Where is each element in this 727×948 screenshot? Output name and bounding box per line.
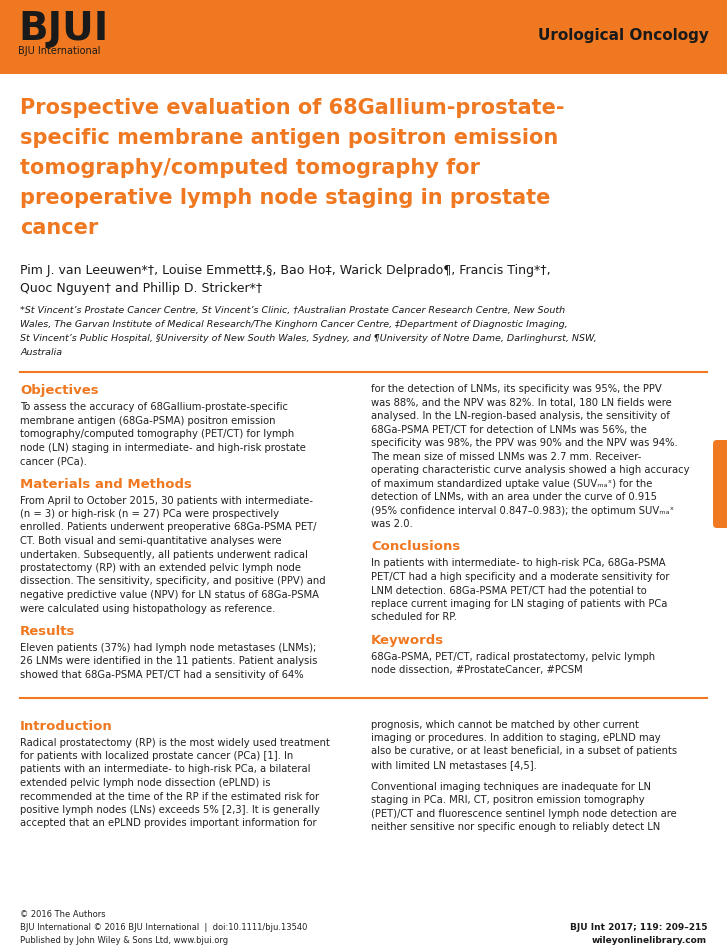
Text: From April to October 2015, 30 patients with intermediate-: From April to October 2015, 30 patients … (20, 496, 313, 505)
Bar (0, 0, 727, 62)
Text: also be curative, or at least beneficial, in a subset of patients: also be curative, or at least beneficial… (371, 746, 677, 757)
Text: © 2016 The Authors: © 2016 The Authors (20, 910, 105, 919)
Text: replace current imaging for LN staging of patients with PCa: replace current imaging for LN staging o… (371, 599, 667, 609)
Text: prognosis, which cannot be matched by other current: prognosis, which cannot be matched by ot… (371, 720, 639, 730)
Text: Prospective evaluation of 68Gallium-prostate-: Prospective evaluation of 68Gallium-pros… (20, 98, 564, 118)
FancyBboxPatch shape (0, 0, 727, 74)
Text: The mean size of missed LNMs was 2.7 mm. Receiver-: The mean size of missed LNMs was 2.7 mm.… (371, 451, 641, 462)
Text: specific membrane antigen positron emission: specific membrane antigen positron emiss… (20, 128, 558, 148)
Text: recommended at the time of the RP if the estimated risk for: recommended at the time of the RP if the… (20, 792, 319, 801)
Text: Results: Results (20, 625, 76, 638)
Text: scheduled for RP.: scheduled for RP. (371, 612, 457, 623)
Text: Australia: Australia (20, 348, 62, 357)
Text: Conventional imaging techniques are inadequate for LN: Conventional imaging techniques are inad… (371, 781, 651, 792)
Text: prostatectomy (RP) with an extended pelvic lymph node: prostatectomy (RP) with an extended pelv… (20, 563, 301, 573)
Text: *St Vincent’s Prostate Cancer Centre, St Vincent’s Clinic, †Australian Prostate : *St Vincent’s Prostate Cancer Centre, St… (20, 306, 565, 315)
Text: were calculated using histopathology as reference.: were calculated using histopathology as … (20, 604, 276, 613)
Text: Materials and Methods: Materials and Methods (20, 478, 192, 490)
Text: Pim J. van Leeuwen*†, Louise Emmett‡,§, Bao Ho‡, Warick Delprado¶, Francis Ting*: Pim J. van Leeuwen*†, Louise Emmett‡,§, … (20, 264, 550, 277)
Text: (95% confidence interval 0.847–0.983); the optimum SUVₘₐˣ: (95% confidence interval 0.847–0.983); t… (371, 505, 674, 516)
Text: neither sensitive nor specific enough to reliably detect LN: neither sensitive nor specific enough to… (371, 822, 660, 832)
Text: negative predictive value (NPV) for LN status of 68Ga-PSMA: negative predictive value (NPV) for LN s… (20, 590, 319, 600)
Text: BJU International © 2016 BJU International  |  doi:10.1111/bju.13540: BJU International © 2016 BJU Internation… (20, 923, 308, 932)
Text: CT. Both visual and semi-quantitative analyses were: CT. Both visual and semi-quantitative an… (20, 536, 281, 546)
Text: analysed. In the LN-region-based analysis, the sensitivity of: analysed. In the LN-region-based analysi… (371, 411, 670, 421)
Text: accepted that an ePLND provides important information for: accepted that an ePLND provides importan… (20, 818, 317, 829)
Text: Quoc Nguyen† and Phillip D. Stricker*†: Quoc Nguyen† and Phillip D. Stricker*† (20, 282, 262, 295)
Text: wileyonlinelibrary.com: wileyonlinelibrary.com (592, 936, 707, 945)
Text: Keywords: Keywords (371, 634, 444, 647)
Text: node (LN) staging in intermediate- and high-risk prostate: node (LN) staging in intermediate- and h… (20, 443, 306, 452)
Text: imaging or procedures. In addition to staging, ePLND may: imaging or procedures. In addition to st… (371, 733, 661, 743)
Text: node dissection, #ProstateCancer, #PCSM: node dissection, #ProstateCancer, #PCSM (371, 665, 582, 676)
Text: of maximum standardized uptake value (SUVₘₐˣ) for the: of maximum standardized uptake value (SU… (371, 479, 652, 488)
Text: Introduction: Introduction (20, 720, 113, 733)
Text: 68Ga-PSMA, PET/CT, radical prostatectomy, pelvic lymph: 68Ga-PSMA, PET/CT, radical prostatectomy… (371, 652, 655, 662)
Text: To assess the accuracy of 68Gallium-prostate-specific: To assess the accuracy of 68Gallium-pros… (20, 402, 288, 412)
Text: showed that 68Ga-PSMA PET/CT had a sensitivity of 64%: showed that 68Ga-PSMA PET/CT had a sensi… (20, 670, 304, 680)
Text: LNM detection. 68Ga-PSMA PET/CT had the potential to: LNM detection. 68Ga-PSMA PET/CT had the … (371, 586, 647, 595)
Text: tomography/computed tomography for: tomography/computed tomography for (20, 158, 480, 178)
Text: for patients with localized prostate cancer (PCa) [1]. In: for patients with localized prostate can… (20, 751, 293, 761)
Text: BJUI: BJUI (18, 10, 108, 48)
Text: dissection. The sensitivity, specificity, and positive (PPV) and: dissection. The sensitivity, specificity… (20, 576, 326, 587)
Text: Radical prostatectomy (RP) is the most widely used treatment: Radical prostatectomy (RP) is the most w… (20, 738, 330, 748)
Text: In patients with intermediate- to high-risk PCa, 68Ga-PSMA: In patients with intermediate- to high-r… (371, 558, 666, 569)
Text: Published by John Wiley & Sons Ltd, www.bjui.org: Published by John Wiley & Sons Ltd, www.… (20, 936, 228, 945)
Text: cancer (PCa).: cancer (PCa). (20, 456, 87, 466)
Text: for the detection of LNMs, its specificity was 95%, the PPV: for the detection of LNMs, its specifici… (371, 384, 662, 394)
Text: Wales, The Garvan Institute of Medical Research/The Kinghorn Cancer Centre, ‡Dep: Wales, The Garvan Institute of Medical R… (20, 320, 568, 329)
Text: cancer: cancer (20, 218, 98, 238)
Text: BJU Int 2017; 119: 209–215: BJU Int 2017; 119: 209–215 (569, 923, 707, 932)
Text: preoperative lymph node staging in prostate: preoperative lymph node staging in prost… (20, 188, 550, 208)
Text: specificity was 98%, the PPV was 90% and the NPV was 94%.: specificity was 98%, the PPV was 90% and… (371, 438, 678, 448)
Text: membrane antigen (68Ga-PSMA) positron emission: membrane antigen (68Ga-PSMA) positron em… (20, 415, 276, 426)
Text: Objectives: Objectives (20, 384, 99, 397)
Text: extended pelvic lymph node dissection (ePLND) is: extended pelvic lymph node dissection (e… (20, 778, 270, 788)
Text: undertaken. Subsequently, all patients underwent radical: undertaken. Subsequently, all patients u… (20, 550, 308, 559)
Text: Eleven patients (37%) had lymph node metastases (LNMs);: Eleven patients (37%) had lymph node met… (20, 643, 316, 653)
Text: was 2.0.: was 2.0. (371, 519, 413, 529)
Text: St Vincent’s Public Hospital, §University of New South Wales, Sydney, and ¶Unive: St Vincent’s Public Hospital, §Universit… (20, 334, 597, 343)
Text: with limited LN metastases [4,5].: with limited LN metastases [4,5]. (371, 760, 537, 770)
Text: Urological Oncology: Urological Oncology (538, 28, 709, 43)
Text: tomography/computed tomography (PET/CT) for lymph: tomography/computed tomography (PET/CT) … (20, 429, 294, 439)
Text: positive lymph nodes (LNs) exceeds 5% [2,3]. It is generally: positive lymph nodes (LNs) exceeds 5% [2… (20, 805, 320, 815)
FancyBboxPatch shape (713, 440, 727, 528)
Text: BJU International: BJU International (18, 46, 100, 56)
Text: staging in PCa. MRI, CT, positron emission tomography: staging in PCa. MRI, CT, positron emissi… (371, 795, 645, 805)
Text: detection of LNMs, with an area under the curve of 0.915: detection of LNMs, with an area under th… (371, 492, 657, 502)
Text: PET/CT had a high specificity and a moderate sensitivity for: PET/CT had a high specificity and a mode… (371, 572, 670, 582)
Text: patients with an intermediate- to high-risk PCa, a bilateral: patients with an intermediate- to high-r… (20, 764, 310, 775)
Text: operating characteristic curve analysis showed a high accuracy: operating characteristic curve analysis … (371, 465, 689, 475)
Text: (PET)/CT and fluorescence sentinel lymph node detection are: (PET)/CT and fluorescence sentinel lymph… (371, 809, 677, 819)
Text: (n = 3) or high-risk (n = 27) PCa were prospectively: (n = 3) or high-risk (n = 27) PCa were p… (20, 509, 279, 519)
Text: enrolled. Patients underwent preoperative 68Ga-PSMA PET/: enrolled. Patients underwent preoperativ… (20, 522, 316, 533)
Text: 26 LNMs were identified in the 11 patients. Patient analysis: 26 LNMs were identified in the 11 patien… (20, 657, 318, 666)
Text: Conclusions: Conclusions (371, 540, 460, 554)
Text: 68Ga-PSMA PET/CT for detection of LNMs was 56%, the: 68Ga-PSMA PET/CT for detection of LNMs w… (371, 425, 647, 434)
Text: was 88%, and the NPV was 82%. In total, 180 LN fields were: was 88%, and the NPV was 82%. In total, … (371, 397, 672, 408)
